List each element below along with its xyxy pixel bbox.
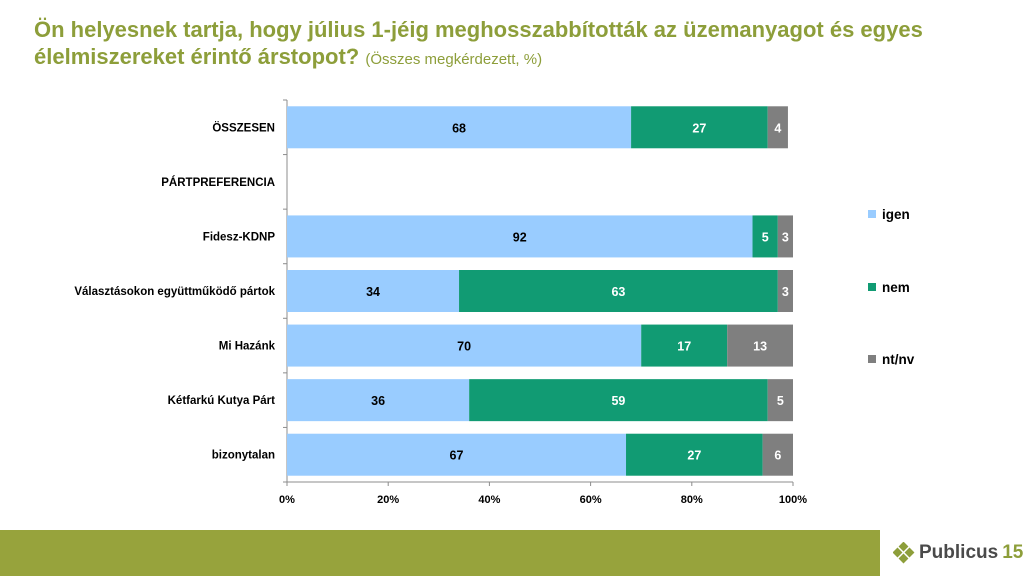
- legend-swatch: [868, 210, 876, 218]
- bar-segment-ntnv: [762, 433, 793, 476]
- category-label: ÖSSZESEN: [212, 121, 275, 134]
- data-label: 70: [457, 340, 471, 354]
- chart-title-subtitle: (Összes megkérdezett, %): [365, 51, 543, 68]
- bar-segment-nem: [752, 215, 778, 258]
- bar-segment-igen: [287, 433, 627, 476]
- data-label: 59: [611, 394, 625, 408]
- legend-swatch: [868, 355, 876, 363]
- category-label: Kétfarkú Kutya Párt: [168, 395, 276, 407]
- bar-segment-ntnv: [777, 270, 793, 312]
- data-label: 13: [753, 340, 767, 354]
- bar-segment-ntnv: [727, 324, 793, 367]
- publicus-logo: Publicus 15: [892, 537, 1024, 569]
- category-label: Mi Hazánk: [219, 341, 276, 353]
- data-label: 5: [777, 394, 784, 408]
- data-label: 67: [450, 449, 464, 463]
- footer-band: [0, 530, 880, 576]
- x-tick-label: 40%: [478, 494, 500, 506]
- x-tick-label: 100%: [779, 494, 807, 506]
- data-label: 3: [782, 230, 789, 244]
- category-label: PÁRTPREFERENCIA: [161, 176, 275, 189]
- x-tick-label: 20%: [377, 494, 399, 506]
- data-label: 3: [782, 285, 789, 299]
- logo-badge-text: 15: [1002, 542, 1024, 563]
- data-label: 92: [513, 230, 527, 244]
- diamond-logo-icon: [892, 541, 915, 564]
- category-label: Fidesz-KDNP: [203, 231, 276, 243]
- logo-brand-text: Publicus: [919, 542, 999, 563]
- data-label: 17: [677, 340, 691, 354]
- bar-segment-ntnv: [767, 379, 793, 422]
- x-tick-label: 60%: [580, 494, 602, 506]
- data-label: 36: [371, 394, 385, 408]
- data-label: 4: [774, 121, 781, 135]
- data-label: 34: [366, 285, 380, 299]
- bar-segment-ntnv: [767, 106, 788, 149]
- bar-segment-igen: [287, 379, 470, 422]
- legend-label: nt/nv: [882, 352, 915, 367]
- x-tick-label: 0%: [279, 494, 295, 506]
- legend-label: igen: [882, 207, 910, 222]
- stacked-bar-chart: 0% 20% 40% 60% 80% 100% ÖSSZESEN 68 27 4 PÁRTPREFE…: [74, 99, 915, 506]
- bar-segment-igen: [287, 106, 632, 149]
- x-tick-label: 80%: [681, 494, 703, 506]
- bar-segment-nem: [641, 324, 728, 367]
- data-label: 68: [452, 121, 466, 135]
- bar-segment-nem: [626, 433, 763, 476]
- category-label: bizonytalan: [212, 450, 275, 462]
- chart-title: Ön helyesnek tartja, hogy július 1-jéig …: [34, 16, 994, 73]
- bar-segment-nem: [469, 379, 768, 422]
- chart-title-main: Ön helyesnek tartja, hogy július 1-jéig …: [34, 17, 923, 69]
- bar-segment-igen: [287, 215, 753, 258]
- bar-segment-ntnv: [777, 215, 793, 258]
- data-label: 63: [611, 285, 625, 299]
- legend-swatch: [868, 283, 876, 291]
- data-label: 27: [687, 449, 701, 463]
- data-label: 27: [692, 121, 706, 135]
- data-label: 6: [774, 449, 781, 463]
- bar-segment-igen: [287, 270, 460, 312]
- bar-segment-nem: [459, 270, 778, 312]
- data-label: 5: [762, 230, 769, 244]
- category-label: Választásokon együttműködő pártok: [74, 286, 275, 298]
- bar-segment-igen: [287, 324, 642, 367]
- bar-segment-nem: [631, 106, 768, 149]
- legend-label: nem: [882, 280, 910, 295]
